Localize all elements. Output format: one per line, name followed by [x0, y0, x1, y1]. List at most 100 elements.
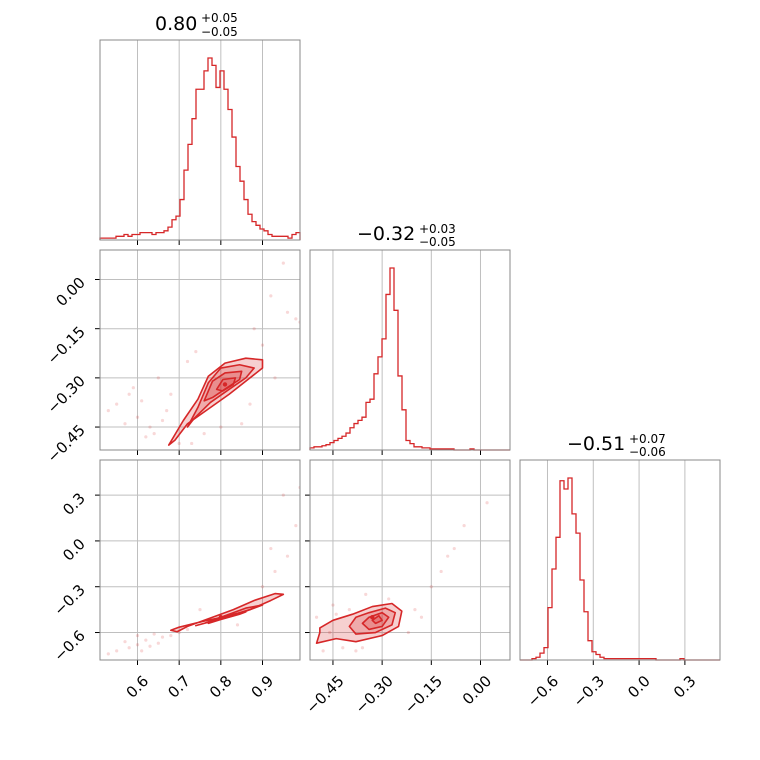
scatter-panel-1-3 — [95, 459, 301, 665]
sample-point — [106, 409, 110, 413]
x-tick-label: −0.3 — [570, 672, 608, 710]
plot-area — [106, 261, 300, 446]
title-param-1-value: 0.80 — [155, 13, 197, 35]
sample-point — [198, 608, 202, 612]
contour-level-3 — [207, 611, 247, 625]
title-param-1-plus: +0.05 — [201, 11, 238, 25]
sample-point — [160, 418, 165, 423]
x-tick-label: 0.7 — [164, 672, 194, 702]
sample-point — [140, 649, 144, 653]
x-tick-label: −0.15 — [401, 672, 446, 717]
sample-point — [452, 546, 456, 551]
y-tick-label: −0.6 — [50, 627, 88, 665]
sample-point — [387, 597, 391, 601]
sample-point — [165, 409, 169, 413]
panel-frame — [309, 249, 511, 451]
contour-level-3 — [361, 611, 390, 631]
sample-point — [135, 643, 140, 647]
histogram-param-2 — [309, 249, 511, 455]
sample-point — [347, 608, 351, 612]
y-tick-label: −0.3 — [50, 581, 88, 619]
sample-point — [106, 652, 110, 656]
title-param-3: −0.51 +0.07 −0.06 — [567, 432, 666, 459]
sample-point — [364, 592, 368, 596]
panel-frame — [519, 459, 721, 661]
sample-point — [240, 422, 244, 426]
sample-point — [285, 554, 290, 558]
sample-point — [485, 501, 489, 505]
sample-point — [148, 425, 152, 429]
sample-point — [185, 627, 190, 632]
sample-point — [169, 392, 173, 396]
sample-point — [294, 317, 298, 321]
contour-level-1 — [170, 592, 285, 633]
sample-point — [419, 615, 424, 619]
sample-point — [413, 608, 417, 612]
sample-point — [269, 294, 273, 298]
sample-point — [135, 633, 140, 638]
sample-point — [354, 649, 358, 653]
sample-point — [248, 402, 252, 406]
title-param-1: 0.80 +0.05 −0.05 — [155, 11, 238, 39]
x-tick-label: 0.0 — [624, 672, 654, 702]
y-tick-label: −0.15 — [44, 323, 89, 368]
title-param-2-minus: −0.05 — [419, 235, 456, 249]
x-tick-label: 0.6 — [123, 672, 153, 702]
x-tick-label: −0.6 — [524, 672, 562, 710]
sample-point — [260, 585, 265, 589]
panel-frame — [99, 249, 301, 451]
sample-point — [281, 261, 285, 265]
panel-frame — [99, 39, 301, 241]
title-param-2-plus: +0.03 — [419, 222, 456, 236]
sample-point — [360, 646, 365, 650]
sample-point — [341, 646, 345, 650]
sample-point — [156, 641, 160, 645]
sample-point — [152, 632, 156, 636]
histogram-param-1 — [99, 39, 301, 245]
x-tick-label: 0.3 — [670, 672, 700, 702]
title-param-3-value: −0.51 — [567, 433, 625, 455]
x-tick-label: −0.45 — [302, 672, 347, 717]
sample-point — [294, 524, 298, 528]
sample-point — [127, 646, 131, 650]
scatter-panel-2-3 — [305, 459, 511, 665]
histogram-steps — [520, 477, 720, 661]
sample-point — [252, 327, 256, 331]
sample-point — [148, 644, 152, 648]
y-tick-label: 0.00 — [52, 274, 88, 310]
sample-point — [202, 432, 206, 436]
sample-point — [406, 630, 410, 635]
sample-point — [285, 310, 290, 314]
panel-frame — [99, 459, 301, 661]
sample-point — [156, 376, 160, 380]
sample-point — [123, 640, 127, 644]
density-peak — [222, 382, 228, 387]
sample-point — [123, 422, 127, 426]
sample-point — [269, 546, 273, 551]
x-tick-label: −0.30 — [352, 672, 397, 717]
plot-area — [106, 485, 300, 656]
sample-point — [115, 402, 119, 406]
sample-point — [439, 569, 443, 574]
title-param-3-plus: +0.07 — [629, 432, 666, 446]
title-param-2: −0.32 +0.03 −0.05 — [357, 222, 456, 249]
sample-point — [144, 638, 148, 642]
sample-point — [219, 425, 223, 429]
sample-point — [260, 343, 265, 347]
sample-point — [152, 432, 156, 436]
sample-point — [446, 554, 450, 558]
sample-point — [144, 435, 148, 439]
sample-point — [429, 585, 433, 589]
sample-point — [127, 392, 131, 396]
sample-point — [331, 603, 335, 607]
sample-point — [190, 441, 194, 446]
sample-point — [235, 623, 240, 627]
title-param-1-minus: −0.05 — [201, 25, 238, 39]
y-tick-label: 0.0 — [59, 535, 89, 565]
sample-point — [160, 635, 165, 639]
plot-area — [314, 501, 489, 653]
density-peak — [218, 615, 224, 620]
sample-point — [321, 649, 325, 653]
sample-point — [281, 493, 285, 497]
